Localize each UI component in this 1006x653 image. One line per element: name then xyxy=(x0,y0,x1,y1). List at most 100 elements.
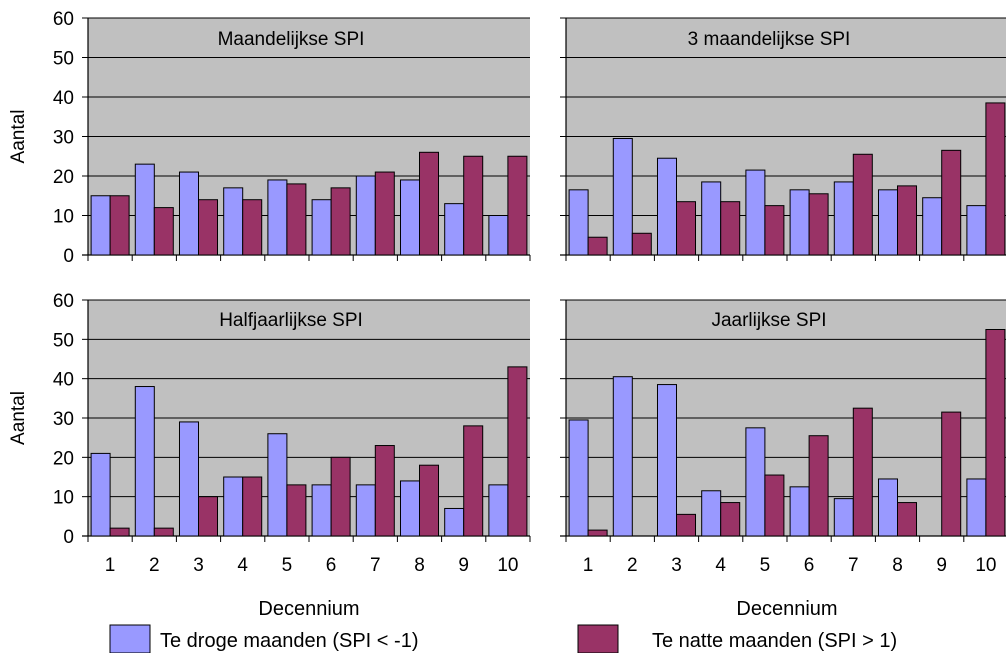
x-tick-label: 1 xyxy=(105,555,116,576)
bar-wet-months xyxy=(764,205,785,256)
bar-wet-months xyxy=(153,527,174,537)
bar-dry-months xyxy=(745,427,766,537)
bar-wet-months xyxy=(808,193,829,256)
bar-dry-months xyxy=(355,175,376,256)
x-tick-label: 7 xyxy=(370,555,381,576)
x-tick-label: 5 xyxy=(760,555,771,576)
bar-dry-months xyxy=(311,199,332,256)
x-tick-label: 4 xyxy=(715,555,726,576)
bar-wet-months xyxy=(463,155,484,256)
x-tick-label: 3 xyxy=(671,555,682,576)
bar-wet-months xyxy=(897,502,918,537)
chart-title: Halfjaarlijkse SPI xyxy=(219,310,363,331)
bar-wet-months xyxy=(374,171,395,256)
bar-wet-months xyxy=(587,529,608,537)
bar-wet-months xyxy=(764,474,785,537)
bar-wet-months xyxy=(631,232,652,256)
bar-dry-months xyxy=(789,486,810,537)
bar-dry-months xyxy=(223,476,244,537)
bar-dry-months xyxy=(922,197,943,256)
x-tick-label: 5 xyxy=(282,555,293,576)
bar-dry-months xyxy=(223,187,244,256)
chart-panel-3: 0 10 20 30 40 50 60 1 2 3 4 5 6 7 8 9 10 Halfjaarlijkse S… xyxy=(8,291,531,620)
bar-wet-months xyxy=(720,201,741,256)
bar-wet-months xyxy=(985,329,1006,537)
chart-panel-2: 3 maandelijkse SPI xyxy=(560,17,1006,261)
chart-title: Jaarlijkse SPI xyxy=(711,310,826,331)
y-axis-label: Aantal xyxy=(8,391,29,445)
bar-wet-months xyxy=(985,102,1006,256)
y-tick-label: 30 xyxy=(53,409,74,430)
x-tick-label: 10 xyxy=(975,555,996,576)
bar-dry-months xyxy=(701,181,722,256)
x-tick-label: 6 xyxy=(804,555,815,576)
bar-wet-months xyxy=(109,195,130,256)
bar-dry-months xyxy=(399,179,420,256)
bar-wet-months xyxy=(242,199,263,256)
bar-dry-months xyxy=(701,490,722,537)
bar-wet-months xyxy=(941,149,962,256)
bar-dry-months xyxy=(745,169,766,256)
bar-wet-months xyxy=(286,183,307,256)
y-tick-label: 60 xyxy=(53,291,74,312)
bar-dry-months xyxy=(311,484,332,537)
y-tick-label: 20 xyxy=(53,448,74,469)
bar-dry-months xyxy=(267,179,288,256)
bar-dry-months xyxy=(966,478,987,537)
y-axis-label: Aantal xyxy=(8,110,29,164)
x-tick-label: 2 xyxy=(149,555,160,576)
bar-dry-months xyxy=(267,433,288,537)
bar-dry-months xyxy=(90,195,111,256)
bar-dry-months xyxy=(833,498,854,537)
y-tick-label: 10 xyxy=(53,488,74,509)
x-tick-label: 8 xyxy=(892,555,903,576)
bar-wet-months xyxy=(330,456,351,537)
bar-dry-months xyxy=(399,480,420,537)
bar-wet-months xyxy=(286,484,307,537)
bar-dry-months xyxy=(134,386,155,537)
bar-wet-months xyxy=(897,185,918,256)
bar-dry-months xyxy=(90,452,111,537)
chart-title: 3 maandelijkse SPI xyxy=(688,29,851,50)
bar-wet-months xyxy=(676,513,697,537)
bar-wet-months xyxy=(676,201,697,256)
legend-swatch-wet xyxy=(577,624,619,653)
x-tick-label: 3 xyxy=(193,555,204,576)
bar-dry-months xyxy=(488,484,509,537)
y-tick-label: 50 xyxy=(53,49,74,70)
y-tick-label: 50 xyxy=(53,330,74,351)
y-tick-label: 40 xyxy=(53,370,74,391)
bar-dry-months xyxy=(178,171,200,256)
x-tick-label: 8 xyxy=(414,555,425,576)
bar-dry-months xyxy=(966,205,987,256)
bar-wet-months xyxy=(941,411,962,537)
bar-wet-months xyxy=(242,476,263,537)
bar-wet-months xyxy=(419,151,440,256)
legend-label-dry: Te droge maanden (SPI < -1) xyxy=(160,630,418,652)
y-tick-label: 0 xyxy=(63,527,74,548)
bar-dry-months xyxy=(444,507,465,537)
bar-dry-months xyxy=(833,181,854,256)
chart-title: Maandelijkse SPI xyxy=(218,29,365,50)
bar-dry-months xyxy=(877,189,899,256)
bar-wet-months xyxy=(852,153,873,256)
bar-wet-months xyxy=(720,502,741,537)
bar-wet-months xyxy=(808,435,829,537)
chart-panel-1: 0 10 20 30 40 50 60 Maandelijkse SPI Aantal xyxy=(8,9,531,267)
legend-label-wet: Te natte maanden (SPI > 1) xyxy=(652,630,897,652)
bar-dry-months xyxy=(568,189,589,256)
bar-wet-months xyxy=(374,445,395,537)
bar-wet-months xyxy=(109,527,130,537)
y-tick-label: 20 xyxy=(53,167,74,188)
bar-wet-months xyxy=(330,187,351,256)
bar-dry-months xyxy=(656,384,678,537)
x-tick-label: 9 xyxy=(936,555,947,576)
bar-dry-months xyxy=(877,478,899,537)
bar-dry-months xyxy=(568,419,589,537)
bar-wet-months xyxy=(507,366,528,537)
bar-dry-months xyxy=(789,189,810,256)
y-tick-label: 0 xyxy=(63,246,74,267)
x-tick-label: 4 xyxy=(237,555,248,576)
x-axis-label: Decennium xyxy=(258,598,359,620)
x-tick-label: 6 xyxy=(326,555,337,576)
